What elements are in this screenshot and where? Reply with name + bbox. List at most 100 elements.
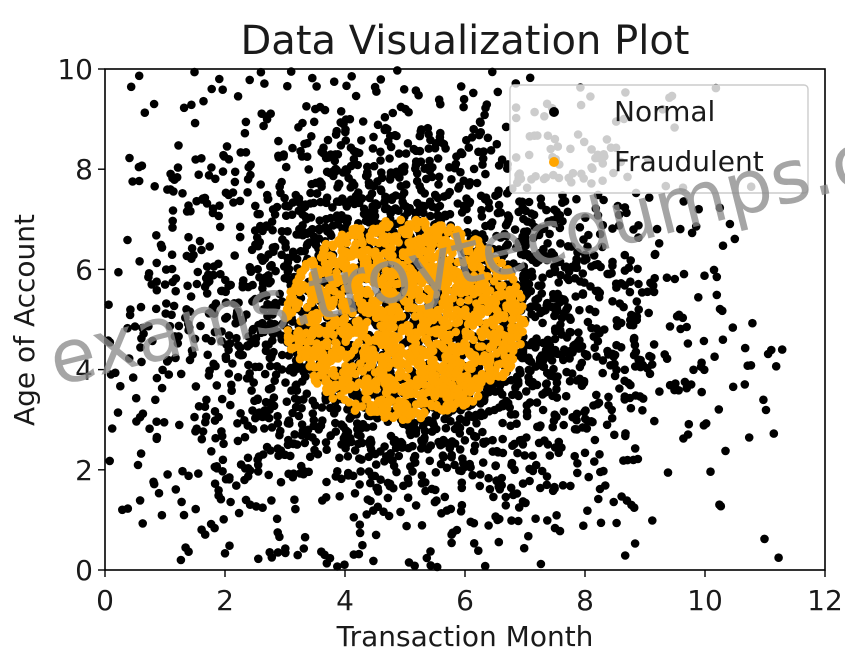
- normal-point: [335, 492, 345, 501]
- normal-point: [426, 547, 435, 556]
- normal-point: [201, 333, 211, 343]
- normal-point: [205, 242, 214, 251]
- normal-point: [718, 335, 728, 345]
- normal-point: [210, 479, 220, 489]
- normal-point: [303, 138, 312, 148]
- fraudulent-point: [407, 291, 417, 300]
- normal-point: [632, 315, 642, 325]
- normal-point: [777, 345, 787, 354]
- normal-point: [371, 460, 381, 469]
- normal-point: [624, 378, 633, 388]
- normal-point: [557, 443, 566, 452]
- normal-point: [547, 356, 557, 365]
- normal-point: [513, 390, 523, 400]
- normal-point: [173, 339, 183, 348]
- normal-point: [184, 471, 193, 481]
- fraudulent-point: [384, 398, 394, 408]
- normal-point: [644, 193, 654, 202]
- fraudulent-point: [398, 278, 407, 288]
- fraudulent-point: [349, 244, 359, 254]
- normal-point: [220, 549, 230, 558]
- normal-point: [715, 203, 725, 213]
- normal-point: [294, 395, 303, 405]
- normal-point: [638, 406, 647, 415]
- x-axis-ticks: 0 2 4 6 8 10 12: [96, 570, 843, 617]
- normal-point: [411, 164, 420, 173]
- normal-point: [147, 280, 156, 289]
- fraudulent-point: [338, 318, 347, 328]
- normal-point: [567, 262, 577, 272]
- fraudulent-point: [365, 289, 375, 298]
- normal-point: [633, 264, 642, 274]
- normal-point: [369, 181, 379, 191]
- normal-point: [273, 528, 283, 537]
- normal-point: [578, 269, 588, 278]
- normal-point: [211, 361, 220, 371]
- fraudulent-point: [498, 311, 507, 320]
- normal-point: [590, 307, 600, 317]
- fraudulent-point: [313, 264, 322, 274]
- normal-point: [136, 449, 146, 458]
- normal-point: [516, 249, 526, 259]
- normal-point: [267, 553, 277, 562]
- fraudulent-point: [283, 331, 293, 341]
- fraudulent-point: [315, 371, 325, 380]
- fraudulent-point: [328, 320, 337, 329]
- fraudulent-point: [451, 319, 461, 328]
- normal-point: [510, 410, 520, 419]
- fraudulent-point: [443, 227, 453, 237]
- fraudulent-point: [341, 361, 350, 371]
- normal-point: [486, 221, 496, 231]
- normal-point: [164, 370, 174, 379]
- fraudulent-point: [302, 337, 312, 347]
- fraudulent-point: [327, 252, 337, 261]
- normal-point: [581, 213, 590, 222]
- normal-point: [301, 372, 310, 381]
- normal-point: [260, 406, 270, 415]
- normal-point: [271, 370, 281, 380]
- normal-point: [321, 493, 331, 502]
- fraudulent-point: [485, 357, 495, 366]
- normal-point: [200, 530, 210, 539]
- normal-point: [591, 204, 601, 213]
- fraudulent-point: [426, 399, 435, 409]
- fraudulent-point: [361, 375, 371, 384]
- fraudulent-point: [491, 254, 501, 264]
- fraudulent-point: [509, 306, 518, 316]
- fraudulent-point: [336, 345, 346, 355]
- fraudulent-point: [423, 387, 433, 397]
- fraudulent-point: [411, 400, 421, 409]
- normal-point: [349, 513, 359, 522]
- normal-point: [761, 405, 771, 415]
- normal-point: [162, 357, 172, 366]
- normal-point: [276, 477, 286, 487]
- normal-point: [538, 405, 548, 415]
- normal-point: [425, 156, 434, 166]
- normal-point: [300, 438, 310, 448]
- normal-point: [676, 224, 685, 234]
- normal-point: [358, 117, 368, 126]
- fraudulent-point: [346, 383, 356, 392]
- fraudulent-point: [388, 316, 398, 326]
- fraudulent-point: [321, 340, 330, 349]
- normal-point: [417, 521, 427, 530]
- normal-point: [204, 309, 214, 318]
- normal-point: [333, 562, 342, 571]
- normal-point: [518, 197, 527, 207]
- normal-point: [309, 198, 319, 208]
- normal-point: [134, 176, 144, 186]
- fraudulent-point: [448, 248, 457, 258]
- normal-point: [614, 221, 624, 230]
- normal-point: [311, 104, 320, 114]
- normal-point: [244, 360, 253, 370]
- normal-point: [602, 420, 612, 430]
- normal-point: [318, 416, 327, 425]
- normal-point: [197, 245, 206, 255]
- normal-point: [490, 405, 499, 415]
- fraudulent-point: [320, 365, 330, 374]
- normal-point: [248, 406, 257, 415]
- normal-point: [190, 334, 200, 344]
- fraudulent-point: [426, 250, 435, 260]
- normal-point: [330, 156, 340, 166]
- fraudulent-point: [453, 257, 463, 267]
